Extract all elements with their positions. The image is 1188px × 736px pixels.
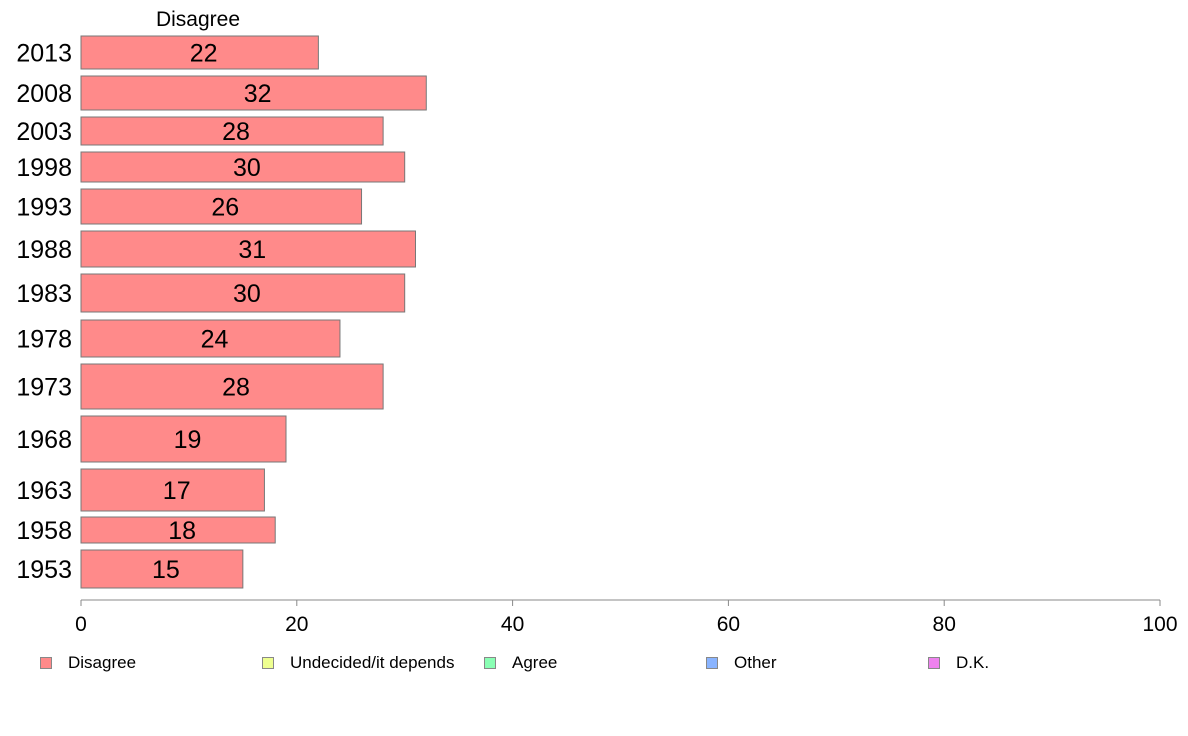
- legend-label-disagree: Disagree: [68, 653, 137, 672]
- category-label-1988: 1988: [16, 236, 72, 264]
- bar-value-label: 22: [190, 40, 218, 68]
- bar-1978: [80, 319, 341, 358]
- x-tick-label: 80: [933, 613, 956, 636]
- bar-value-label: 28: [222, 118, 250, 146]
- category-label-2003: 2003: [16, 118, 72, 146]
- bar-1998: [80, 151, 406, 183]
- bar-1988: [80, 230, 416, 268]
- category-label-2013: 2013: [16, 40, 72, 68]
- series-title: Disagree: [156, 8, 240, 31]
- legend-item-agree: Agree: [484, 652, 557, 674]
- x-tick-label: 100: [1142, 613, 1177, 636]
- category-label-1963: 1963: [16, 477, 72, 505]
- x-tick-label: 60: [717, 613, 740, 636]
- category-label-1968: 1968: [16, 426, 72, 454]
- category-label-1953: 1953: [16, 556, 72, 584]
- x-tick-label: 20: [285, 613, 308, 636]
- bar-1973: [80, 363, 384, 410]
- legend-item-undecided: Undecided/it depends: [262, 652, 454, 674]
- bar-value-label: 32: [244, 80, 272, 108]
- bar-value-label: 15: [152, 556, 180, 584]
- legend-label-undecided: Undecided/it depends: [290, 653, 455, 672]
- legend-label-agree: Agree: [512, 653, 558, 672]
- legend-item-dk: D.K.: [928, 652, 989, 674]
- bar-value-label: 17: [163, 477, 191, 505]
- x-axis: 0 20 40 60 80 100: [75, 599, 1178, 636]
- bar-1963: [80, 468, 265, 512]
- legend-label-other: Other: [734, 653, 777, 672]
- bar-1993: [80, 188, 363, 225]
- bar-value-label: 31: [238, 236, 266, 264]
- bar-1983: [80, 273, 406, 313]
- category-label-1993: 1993: [16, 194, 72, 222]
- legend: Disagree Undecided/it depends Agree Othe…: [0, 652, 1188, 676]
- category-label-1958: 1958: [16, 517, 72, 545]
- legend-swatch-other: [706, 657, 718, 669]
- x-tick-label: 40: [501, 613, 524, 636]
- category-label-1998: 1998: [16, 154, 72, 182]
- category-label-1973: 1973: [16, 374, 72, 402]
- bar-value-label: 28: [222, 374, 250, 402]
- legend-item-other: Other: [706, 652, 777, 674]
- bar-2003: [80, 116, 384, 146]
- legend-swatch-undecided: [262, 657, 274, 669]
- bar-value-label: 26: [211, 194, 239, 222]
- bar-1958: [80, 516, 276, 544]
- bar-1953: [80, 549, 244, 589]
- bar-value-label: 30: [233, 280, 261, 308]
- bar-value-label: 30: [233, 154, 261, 182]
- bar-value-label: 18: [168, 517, 196, 545]
- legend-swatch-dk: [928, 657, 940, 669]
- bar-2008: [80, 75, 427, 111]
- legend-swatch-disagree: [40, 657, 52, 669]
- bar-1968: [80, 415, 287, 463]
- category-label-1978: 1978: [16, 326, 72, 354]
- bars-layer: 22 2013 32 2008 28 2003 30 1998 26 1993 31 1988 30 19…: [16, 35, 427, 589]
- category-label-2008: 2008: [16, 80, 72, 108]
- bar-value-label: 19: [174, 426, 202, 454]
- legend-label-dk: D.K.: [956, 653, 990, 672]
- x-tick-label: 0: [75, 613, 87, 636]
- legend-item-disagree: Disagree: [40, 652, 136, 674]
- legend-swatch-agree: [484, 657, 496, 669]
- bar-2013: [80, 35, 319, 70]
- bar-value-label: 24: [201, 326, 229, 354]
- category-label-1983: 1983: [16, 280, 72, 308]
